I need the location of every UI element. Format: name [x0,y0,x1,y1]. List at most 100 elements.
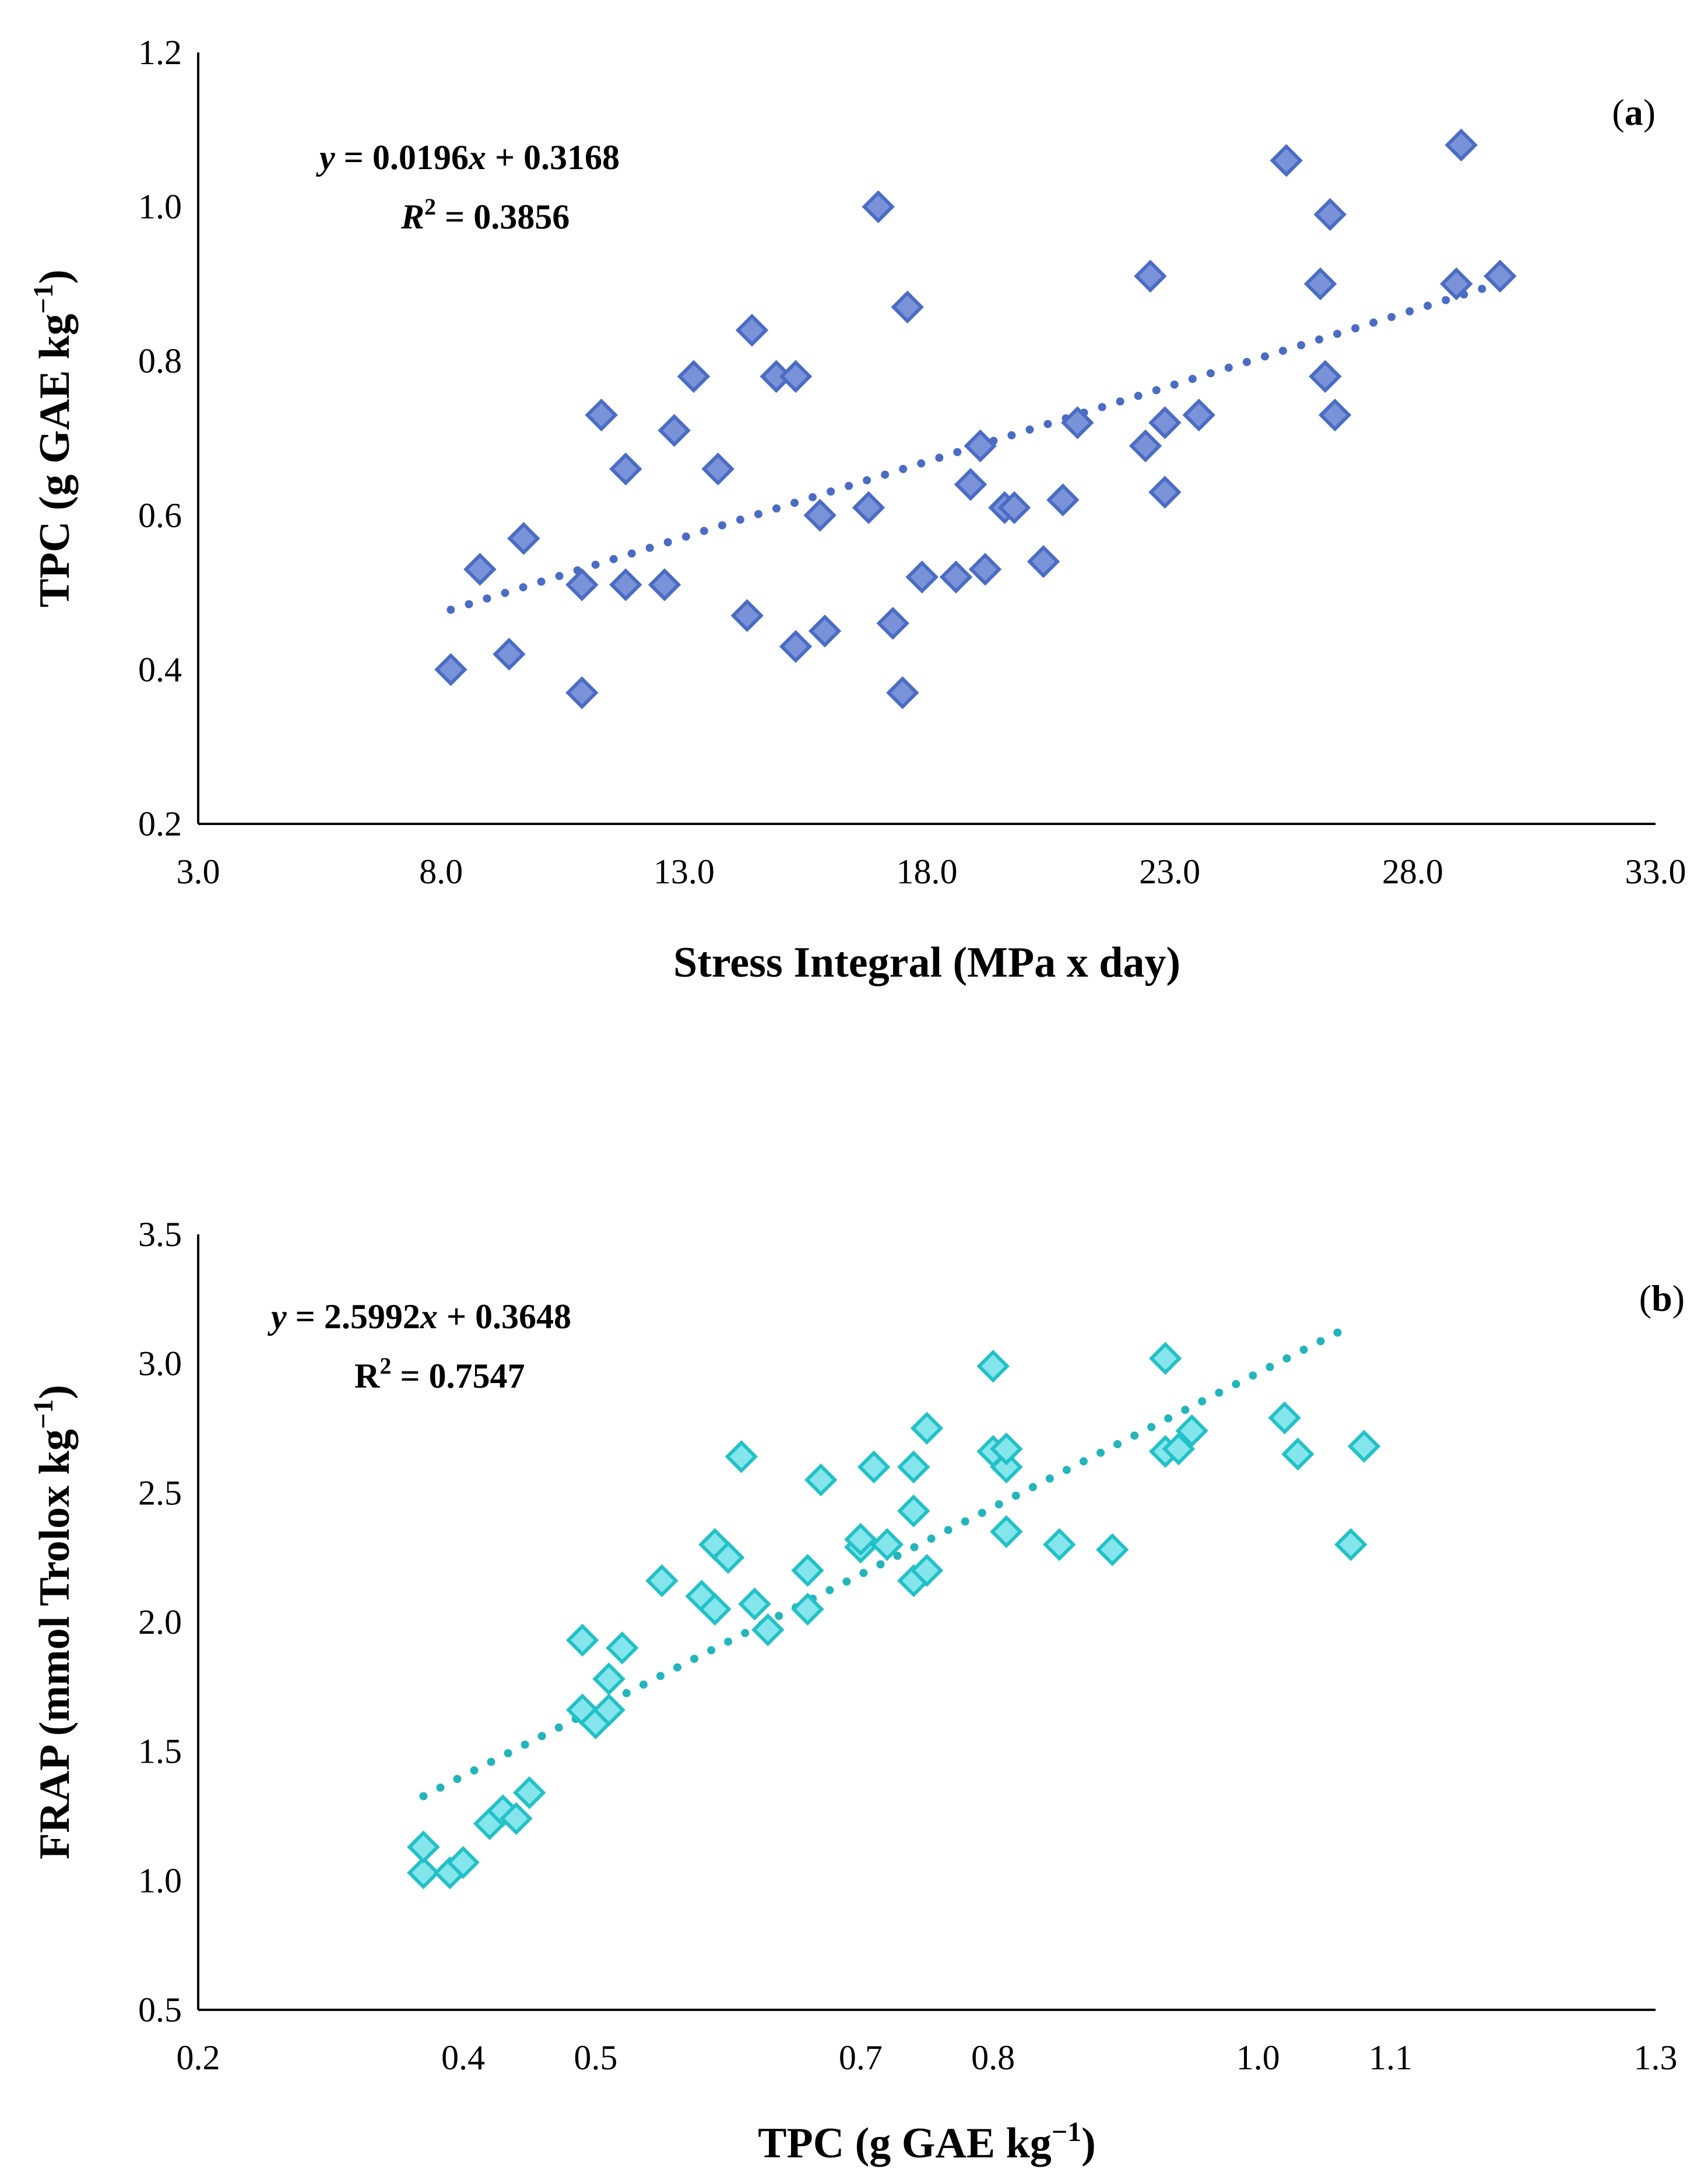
chart-b-y-tick-label: 2.0 [138,1603,182,1641]
chart-a-data-point [1046,483,1080,517]
chart-a-data-point [886,676,919,710]
chart-b-data-point [645,1564,679,1598]
chart-b-data-point [1334,1528,1368,1561]
chart-b-data-point [791,1592,824,1626]
chart-a-trend-dot [1478,285,1486,293]
chart-a-data-point [876,606,909,640]
chart-a-trend-dot [1188,374,1197,383]
chart-b-data-point [990,1432,1023,1466]
chart-b-data-point [407,1856,440,1890]
chart-b-trend-dot [1079,1457,1088,1466]
chart-a-data-point [658,414,691,447]
chart-b-trend-dot [1097,1448,1105,1457]
chart-a-trend-dot [1134,391,1143,400]
chart-b-x-tick-label: 1.3 [1634,2038,1678,2077]
chart-a-y-tick-label: 1.2 [138,33,182,72]
chart-a-points [434,128,1517,710]
chart-b-trend-dot [825,1586,834,1595]
chart-a-trend-dot [863,476,871,485]
chart-a-trend-dot [827,487,835,496]
chart-b-data-point [500,1802,533,1835]
chart-a: 0.2 0.4 0.6 0.8 1.0 1.2 3.0 8.0 13.0 18.0 23.0 28.… [28,33,1686,987]
chart-b-y-tick-label: 3.5 [138,1215,182,1254]
chart-b-trend-dot [1266,1363,1274,1371]
chart-a-trend-dot [790,499,799,507]
chart-a-trend-dot [609,554,618,563]
chart-b-trend-dot [859,1568,868,1577]
chart-b-x-tick-label: 1.1 [1369,2038,1412,2077]
chart-b-trend-dot [1181,1406,1190,1414]
chart-b-panel-label: (b) [1639,1277,1685,1319]
chart-b-trend-dot [622,1689,631,1697]
chart-b-data-point [447,1846,480,1879]
chart-a-x-tick-label: 13.0 [653,852,715,891]
chart-a-trend-dot [754,510,762,518]
chart-a-trend-dot [1405,307,1414,315]
chart-b-trend-dot [893,1552,902,1560]
chart-a-data-point [954,468,987,501]
chart-a-trend-dot [809,493,817,501]
chart-b-trend-dot [842,1577,851,1586]
chart-b-trend-dot [707,1646,716,1655]
chart-a-data-point [735,314,769,347]
chart-a-trend-dot [899,465,908,473]
chart-b-trend-dot [1164,1414,1173,1423]
chart-a-trend-dot [1043,420,1052,429]
chart-b-data-point [738,1587,771,1621]
chart-a-trend-dot [1007,431,1016,440]
chart-b-data-point [592,1693,625,1726]
chart-b-trend-dot [419,1792,428,1801]
chart-b-data-point [870,1528,904,1561]
chart-a-trend-dot [1224,363,1233,372]
chart-a-trend-dot [1442,296,1450,304]
chart-b-trend-dot [470,1766,479,1775]
chart-a-trend-dot [1297,341,1305,349]
chart-a-y-tick-label: 0.6 [138,496,182,535]
chart-a-data-point [1313,198,1347,231]
chart-a-data-point [862,190,895,223]
chart-b-trend-dot [690,1655,698,1663]
chart-b-trend-dot [1011,1491,1020,1500]
chart-b-trend-dot [1333,1328,1342,1337]
chart-b-x-tick-label: 0.7 [839,2038,883,2077]
chart-a-data-point [779,360,813,393]
chart-a-data-point [1445,128,1478,162]
chart-a-data-point [808,615,842,648]
chart-b-data-point [606,1631,639,1665]
chart-b-trend-dot [741,1629,750,1637]
chart-b-trend-dot [1062,1466,1071,1475]
chart-a-data-point [1134,259,1167,293]
chart-a-y-tick-label: 1.0 [138,188,182,226]
chart-a-trend-dot [555,571,564,580]
chart-a-equation: y = 0.0196x + 0.3168 [316,138,620,177]
chart-b-y-axis-title: FRAP (mmol Trolox kg−1) [28,1385,79,1859]
chart-b-trend-dot [978,1508,986,1517]
chart-b-trend-dot [521,1740,529,1749]
chart-a-data-point [939,560,973,594]
chart-a-trend-dot [772,504,781,513]
chart-a-x-tick-label: 23.0 [1139,852,1200,891]
chart-a-trend-dot [700,527,708,535]
chart-a-data-point [701,452,734,486]
chart-b-x-tick-label: 0.8 [971,2038,1015,2077]
chart-a-x-tick-label: 28.0 [1382,852,1443,891]
chart-a-panel-label: (a) [1612,92,1656,133]
chart-a-trend-dot [1333,329,1341,338]
chart-b-data-point [751,1613,785,1647]
chart-b-data-point [910,1412,944,1445]
chart-a-trend-dot [1170,380,1179,389]
chart-b-data-point [990,1450,1023,1484]
chart-a-y-tick-label: 0.8 [138,342,182,380]
chart-a-trend-dot [718,521,726,529]
chart-b-equation: y = 2.5992x + 0.3648 [268,1297,571,1336]
chart-b: 0.5 1.0 1.5 2.0 2.5 3.0 3.5 0.2 0.4 0.5 0.7 0.8 1.0… [28,1215,1685,2167]
chart-a-trend-dot [1387,313,1396,321]
chart-b-y-tick-label: 0.5 [138,1991,182,2029]
chart-b-data-point [592,1662,625,1696]
chart-a-trend-dot [1242,357,1251,366]
chart-b-trend-dot [1147,1423,1156,1431]
chart-b-trend-dot [673,1663,681,1672]
chart-a-data-point [565,676,599,710]
chart-a-data-point [1303,267,1337,301]
chart-b-trend-dot [504,1749,512,1757]
